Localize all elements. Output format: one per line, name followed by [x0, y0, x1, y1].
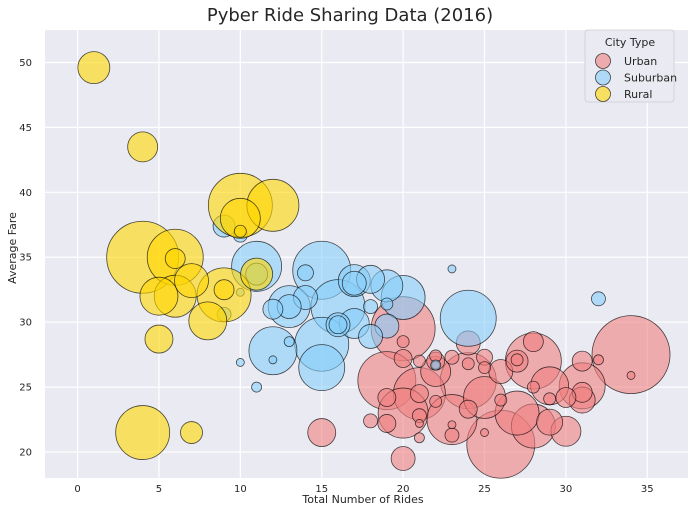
data-point-urban — [593, 354, 604, 366]
data-point-urban — [461, 357, 475, 371]
data-point-suburban — [430, 359, 442, 371]
x-tick-label: 10 — [234, 484, 247, 495]
x-tick-label: 20 — [397, 484, 410, 495]
data-point-rural — [240, 257, 274, 291]
legend-marker-rural — [595, 86, 611, 102]
y-tick-label: 45 — [19, 123, 32, 134]
data-point-urban — [458, 399, 478, 419]
y-axis-label: Average Fare — [6, 212, 19, 284]
data-point-urban — [413, 354, 426, 368]
data-point-suburban — [363, 299, 378, 314]
data-point-urban — [447, 420, 457, 430]
x-tick-label: 15 — [315, 484, 328, 495]
data-point-rural — [188, 301, 228, 341]
data-point-rural — [139, 276, 179, 316]
legend-label-rural: Rural — [624, 88, 652, 101]
data-point-rural — [180, 421, 203, 444]
x-tick-label: 30 — [560, 484, 573, 495]
y-tick-label: 25 — [19, 383, 32, 394]
data-point-rural — [219, 197, 261, 239]
data-point-suburban — [248, 326, 298, 376]
legend: City Type Urban Suburban Rural — [584, 29, 677, 103]
data-point-suburban — [262, 298, 284, 320]
legend-marker-suburban — [595, 69, 611, 86]
data-point-urban — [571, 350, 593, 372]
data-point-urban — [536, 408, 564, 436]
legend-label-urban: Urban — [624, 55, 657, 68]
data-point-urban — [444, 427, 460, 443]
legend-title: City Type — [605, 36, 656, 49]
data-point-urban — [377, 388, 397, 407]
data-point-suburban — [439, 289, 497, 347]
y-tick-label: 50 — [19, 58, 32, 69]
data-point-urban — [522, 331, 544, 353]
data-point-urban — [390, 446, 416, 471]
data-point-urban — [415, 419, 424, 428]
data-point-urban — [393, 349, 413, 368]
data-point-urban — [307, 418, 337, 447]
data-point-urban — [510, 353, 524, 367]
x-tick-label: 25 — [478, 484, 491, 495]
data-point-suburban — [283, 336, 295, 348]
data-point-suburban — [297, 264, 314, 282]
data-point-rural — [77, 51, 111, 85]
data-point-urban — [480, 428, 489, 437]
legend-label-suburban: Suburban — [624, 72, 677, 85]
data-point-suburban — [251, 381, 263, 393]
data-point-suburban — [298, 344, 346, 392]
data-points — [77, 51, 671, 479]
data-point-urban — [414, 432, 425, 444]
x-tick-label: 35 — [641, 484, 654, 495]
data-point-urban — [591, 315, 671, 395]
data-point-rural — [213, 279, 235, 301]
data-point-rural — [174, 263, 209, 299]
data-point-suburban — [358, 324, 383, 349]
data-point-urban — [444, 349, 460, 365]
data-point-rural — [233, 224, 247, 238]
y-tick-label: 20 — [19, 448, 32, 459]
data-point-rural — [164, 248, 186, 269]
x-tick-label: 0 — [74, 484, 80, 495]
data-point-urban — [526, 380, 540, 394]
data-point-urban — [410, 384, 429, 403]
y-tick-label: 35 — [19, 253, 32, 264]
data-point-suburban — [341, 270, 367, 296]
data-point-urban — [396, 335, 410, 349]
data-point-rural — [115, 405, 171, 460]
y-tick-label: 30 — [19, 318, 32, 329]
data-point-suburban — [380, 297, 394, 311]
chart-title: Pyber Ride Sharing Data (2016) — [207, 5, 493, 26]
data-point-suburban — [328, 315, 348, 335]
series-rural — [77, 51, 300, 460]
data-point-urban — [494, 393, 508, 407]
data-point-urban — [478, 361, 491, 375]
data-point-urban — [429, 394, 443, 408]
data-point-suburban — [235, 358, 245, 367]
data-point-urban — [626, 371, 636, 380]
data-point-rural — [144, 324, 174, 354]
data-point-urban — [377, 414, 397, 433]
data-point-suburban — [268, 355, 278, 365]
legend-marker-urban — [595, 53, 611, 69]
data-point-suburban — [591, 291, 606, 307]
data-point-rural — [127, 131, 159, 163]
series-urban — [307, 296, 671, 479]
y-tick-label: 40 — [19, 188, 32, 199]
data-point-urban — [555, 387, 577, 408]
x-axis-label: Total Number of Rides — [301, 493, 423, 506]
x-tick-label: 5 — [156, 484, 162, 495]
data-point-suburban — [447, 264, 457, 274]
tick-labels: 0 5 10 15 20 25 30 35 20 25 30 35 40 45 50 — [19, 58, 653, 495]
data-point-urban — [363, 413, 378, 429]
data-point-urban — [543, 392, 557, 406]
